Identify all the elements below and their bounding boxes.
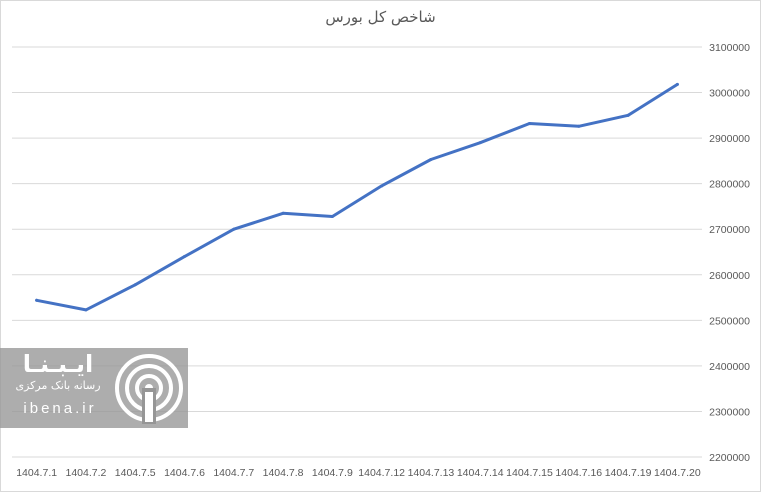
x-tick-label: 1404.7.19: [605, 467, 652, 479]
x-axis-ticks: 1404.7.1 1404.7.2 1404.7.5 1404.7.6 1404.7.7…: [16, 467, 701, 479]
data-point: [380, 184, 384, 188]
x-tick-label: 1404.7.13: [408, 467, 455, 479]
y-tick-label: 2300000: [709, 406, 750, 418]
gridlines: [12, 46, 702, 458]
y-tick-label: 2200000: [709, 452, 750, 464]
watermark-subtitle: رسانه بانک مرکزی: [15, 379, 101, 392]
x-tick-label: 1404.7.16: [555, 467, 602, 479]
y-tick-label: 2800000: [709, 179, 750, 191]
data-point: [281, 211, 285, 215]
data-point: [577, 124, 581, 128]
x-tick-label: 1404.7.6: [164, 467, 205, 479]
data-point: [84, 308, 88, 312]
data-point: [183, 255, 186, 259]
data-point: [626, 113, 630, 117]
watermark: ایـبـنـا رسانه بانک مرکزی ibena.ir: [0, 348, 188, 428]
data-point: [528, 122, 531, 126]
series-lines: [35, 82, 679, 312]
x-tick-label: 1404.7.9: [312, 467, 353, 479]
data-point: [675, 82, 679, 86]
x-tick-label: 1404.7.15: [506, 467, 553, 479]
x-tick-label: 1404.7.1: [16, 467, 57, 479]
data-point: [429, 158, 433, 162]
x-tick-label: 1404.7.14: [457, 467, 504, 479]
chart-title: شاخص کل بورس: [325, 8, 436, 26]
y-tick-label: 2500000: [709, 315, 750, 327]
x-tick-label: 1404.7.12: [358, 467, 405, 479]
watermark-logo-text: ایـبـنـا: [22, 350, 94, 378]
y-tick-label: 2400000: [709, 361, 750, 373]
data-point: [478, 141, 482, 145]
watermark-site: ibena.ir: [23, 400, 97, 417]
x-tick-label: 1404.7.7: [213, 467, 254, 479]
series-line: [35, 82, 679, 312]
x-tick-label: 1404.7.8: [263, 467, 304, 479]
y-tick-label: 3100000: [709, 42, 750, 54]
y-tick-label: 3000000: [709, 88, 750, 100]
data-point: [35, 298, 39, 302]
y-tick-label: 2700000: [709, 224, 750, 236]
y-tick-label: 2900000: [709, 133, 750, 145]
x-tick-label: 1404.7.2: [65, 467, 106, 479]
data-point: [232, 227, 236, 231]
x-tick-label: 1404.7.5: [115, 467, 156, 479]
data-point: [133, 283, 137, 287]
data-point: [330, 214, 334, 218]
y-tick-label: 2600000: [709, 270, 750, 282]
y-axis-ticks: 2200000 2300000 2400000 2500000 2600000 27000…: [709, 42, 750, 464]
broadcast-emblem-icon: [115, 354, 183, 424]
x-tick-label: 1404.7.20: [654, 467, 701, 479]
